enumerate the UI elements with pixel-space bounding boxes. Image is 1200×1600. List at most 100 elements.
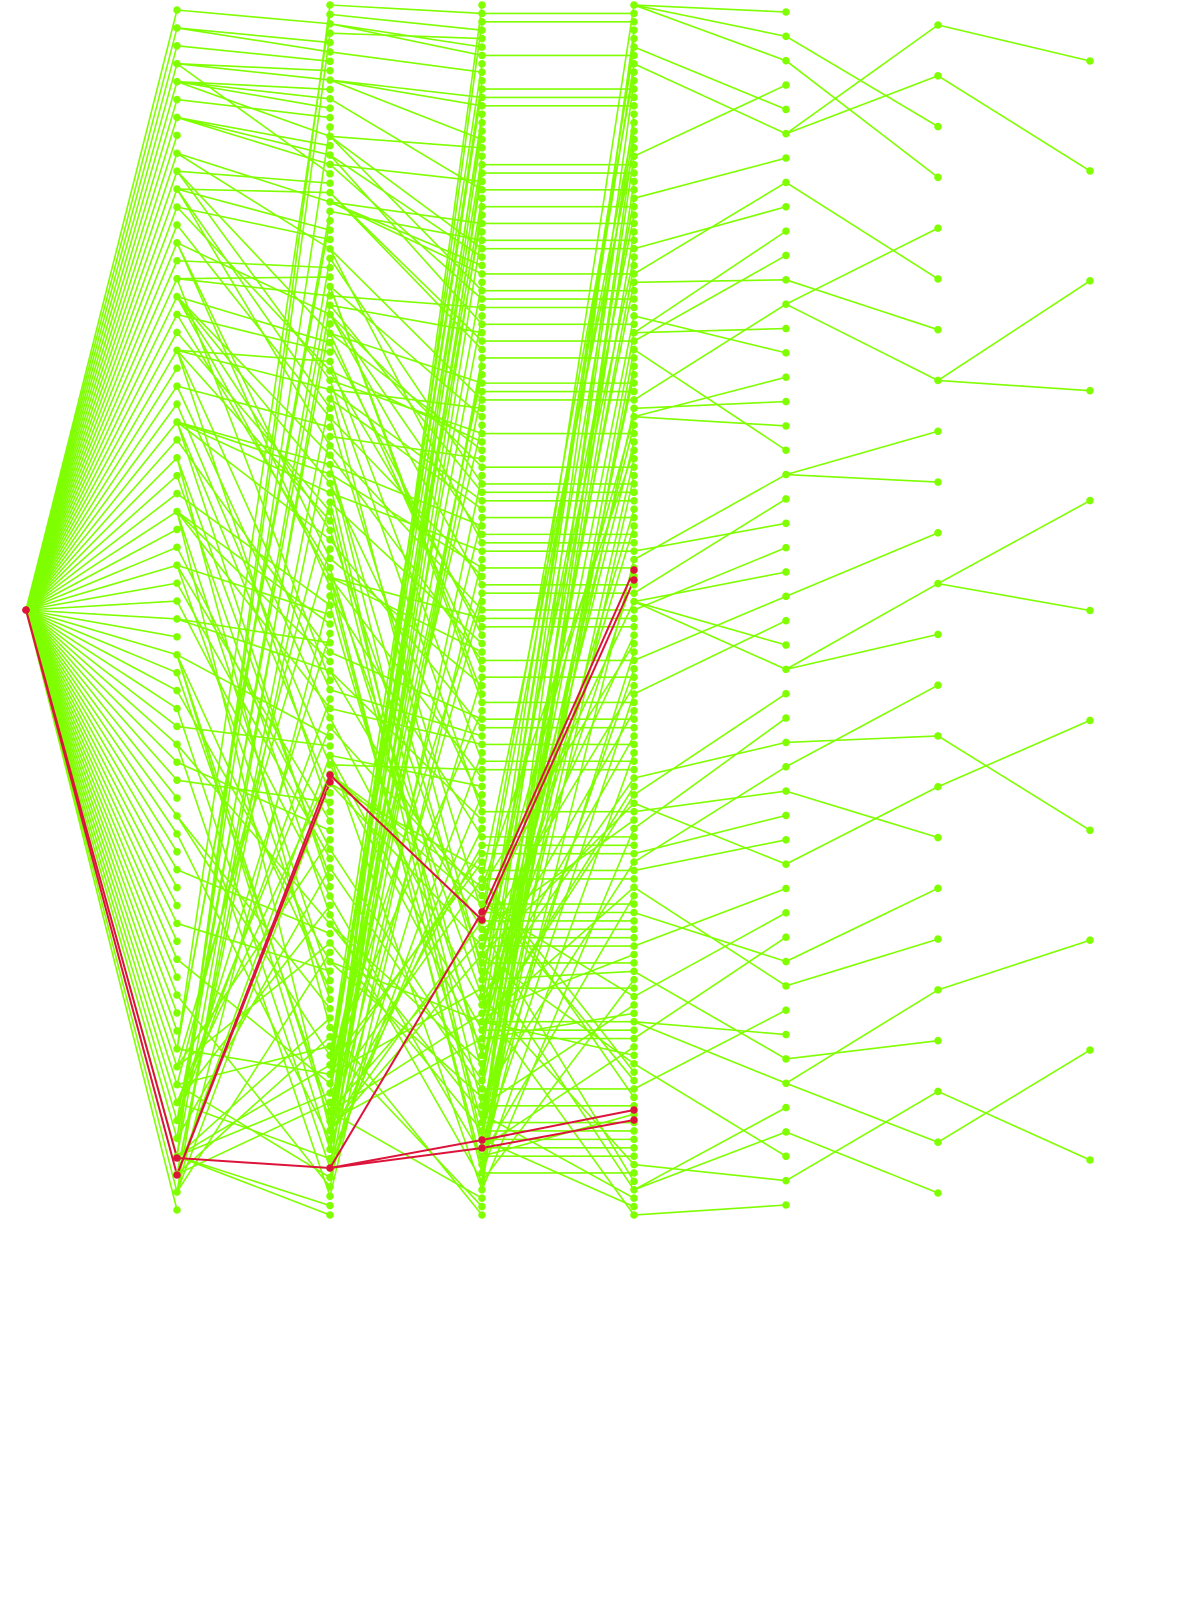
tree-node xyxy=(934,1189,942,1197)
tree-edge xyxy=(633,63,787,135)
tree-node xyxy=(630,68,638,77)
tree-node xyxy=(630,1059,638,1068)
tree-edge xyxy=(785,790,939,839)
tree-node xyxy=(782,446,790,455)
tree-node xyxy=(478,18,486,26)
tree-node xyxy=(630,219,638,228)
tree-edge xyxy=(329,332,483,670)
tree-edge xyxy=(785,684,939,768)
tree-node xyxy=(782,982,790,990)
tree-edge xyxy=(176,80,331,100)
tree-node xyxy=(630,715,638,724)
tree-edge xyxy=(633,839,787,872)
tree-edge xyxy=(25,170,178,611)
tree-node xyxy=(326,676,334,685)
tree-node xyxy=(478,942,486,950)
tree-node xyxy=(478,9,486,18)
tree-node xyxy=(630,160,638,169)
tree-node xyxy=(326,657,334,666)
tree-edge xyxy=(176,188,331,231)
tree-node xyxy=(326,854,334,863)
tree-node xyxy=(782,860,790,868)
tree-node xyxy=(326,1051,334,1060)
tree-node xyxy=(630,849,638,858)
tree-edge xyxy=(329,388,483,502)
highlighted-edge xyxy=(176,781,331,1176)
tree-node xyxy=(326,19,334,28)
tree-edge xyxy=(176,1092,331,1158)
tree-edge xyxy=(329,483,483,804)
tree-node xyxy=(782,1030,790,1039)
tree-edge xyxy=(25,609,178,942)
tree-node xyxy=(630,278,638,287)
tree-node xyxy=(173,973,181,981)
tree-edge xyxy=(25,117,178,611)
tree-edge xyxy=(176,1083,331,1179)
tree-edge xyxy=(785,582,939,671)
highlighted-node xyxy=(478,908,486,916)
tree-node xyxy=(630,18,638,26)
tree-node xyxy=(630,118,638,127)
tree-edge xyxy=(25,609,178,888)
highlighted-node xyxy=(326,1164,334,1172)
tree-edge xyxy=(176,618,331,644)
tree-node xyxy=(934,833,942,842)
tree-node xyxy=(326,507,334,516)
tree-edge xyxy=(633,887,787,947)
tree-node xyxy=(478,295,486,303)
tree-node xyxy=(934,732,942,740)
tree-node xyxy=(173,1080,181,1089)
tree-node xyxy=(630,538,638,547)
tree-node xyxy=(782,665,790,674)
tree-edge xyxy=(176,170,331,334)
tree-edge xyxy=(937,719,1091,788)
tree-edge xyxy=(329,464,483,1073)
tree-node xyxy=(630,93,638,102)
tree-node xyxy=(326,545,334,553)
tree-edge xyxy=(329,688,483,737)
tree-edge xyxy=(329,51,483,74)
tree-edge xyxy=(176,188,331,447)
tree-node xyxy=(173,1062,181,1071)
tree-node xyxy=(630,261,638,270)
tree-node xyxy=(173,364,181,373)
highlighted-edge xyxy=(25,609,178,1159)
tree-node xyxy=(326,986,334,994)
tree-node xyxy=(630,286,638,295)
tree-node xyxy=(478,1152,486,1160)
tree-node xyxy=(478,791,486,799)
tree-node xyxy=(173,131,181,140)
tree-edge xyxy=(176,546,331,850)
tree-edge xyxy=(176,116,331,166)
tree-node xyxy=(630,496,638,505)
tree-edge xyxy=(329,576,483,1174)
tree-node xyxy=(326,432,334,441)
tree-node xyxy=(478,421,486,429)
tree-node xyxy=(326,976,334,985)
tree-node xyxy=(630,690,638,698)
tree-edge xyxy=(329,192,483,351)
tree-node xyxy=(1086,1156,1094,1164)
tree-node xyxy=(478,1194,486,1202)
tree-node xyxy=(478,337,486,345)
tree-node xyxy=(630,1051,638,1060)
tree-node xyxy=(326,1098,334,1107)
tree-edge xyxy=(633,741,787,779)
tree-node xyxy=(326,807,334,816)
tree-node xyxy=(478,345,486,354)
tree-node xyxy=(478,194,486,203)
tree-node xyxy=(173,758,181,767)
tree-node xyxy=(630,1001,638,1009)
tree-edge xyxy=(785,633,939,671)
tree-node xyxy=(782,178,790,187)
tree-edge xyxy=(25,582,178,611)
tree-edge xyxy=(176,278,331,681)
tree-edge xyxy=(633,571,787,603)
tree-node xyxy=(1086,386,1094,395)
tree-edge xyxy=(25,609,178,835)
tree-node xyxy=(478,1185,486,1194)
tree-node xyxy=(630,656,638,665)
tree-node xyxy=(478,883,486,892)
tree-edge xyxy=(329,248,483,401)
